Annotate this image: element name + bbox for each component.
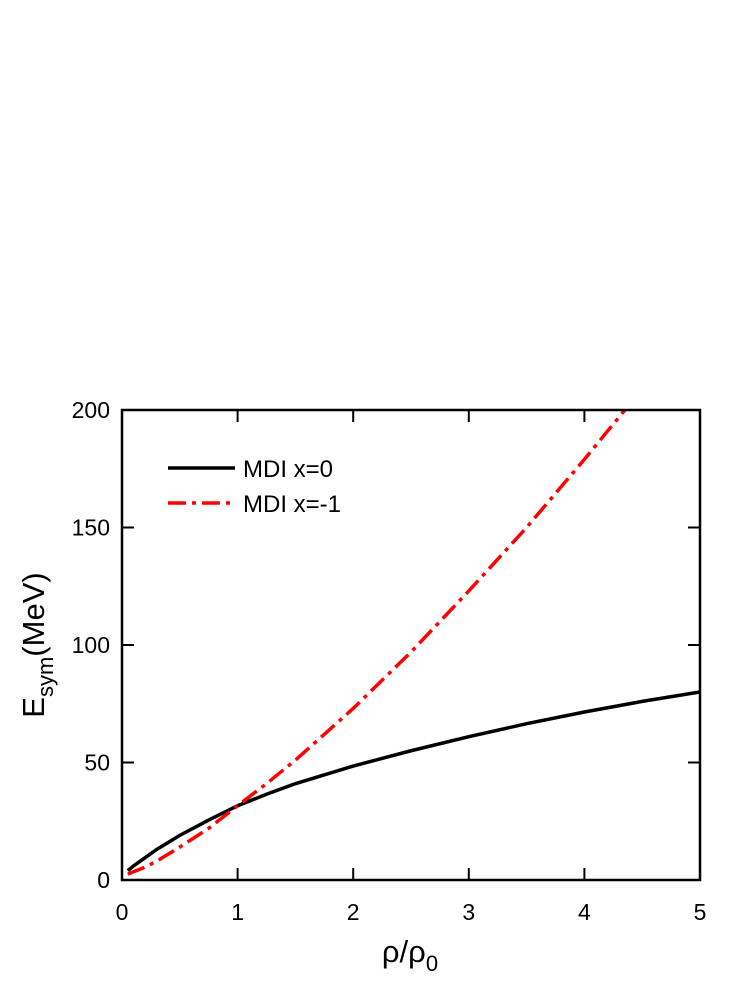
y-tick-label: 100 xyxy=(72,632,110,658)
y-label-suffix: (MeV) xyxy=(16,572,51,656)
series-line xyxy=(127,408,627,876)
series-line xyxy=(126,690,700,872)
x-tick-label: 4 xyxy=(578,899,591,925)
x-tick-label: 2 xyxy=(347,899,360,925)
legend-label: MDI x=0 xyxy=(243,456,333,483)
y-tick-label: 0 xyxy=(97,867,110,893)
x-label-text: ρ/ρ xyxy=(382,934,426,969)
legend-label: MDI x=-1 xyxy=(243,491,341,518)
y-tick-label: 200 xyxy=(72,397,110,423)
y-tick-label: 150 xyxy=(72,515,110,541)
y-tick-label: 50 xyxy=(84,750,110,776)
x-label-subscript: 0 xyxy=(426,951,438,976)
x-tick-label: 3 xyxy=(462,899,475,925)
y-axis-label: Esym(MeV) xyxy=(16,572,58,717)
x-tick-label: 5 xyxy=(694,899,707,925)
x-tick-label: 0 xyxy=(116,899,129,925)
y-label-subscript: sym xyxy=(33,657,58,697)
x-tick-label: 1 xyxy=(231,899,244,925)
y-label-text: E xyxy=(16,697,51,718)
plot-frame xyxy=(120,408,702,882)
x-axis-label: ρ/ρ0 xyxy=(382,934,438,976)
